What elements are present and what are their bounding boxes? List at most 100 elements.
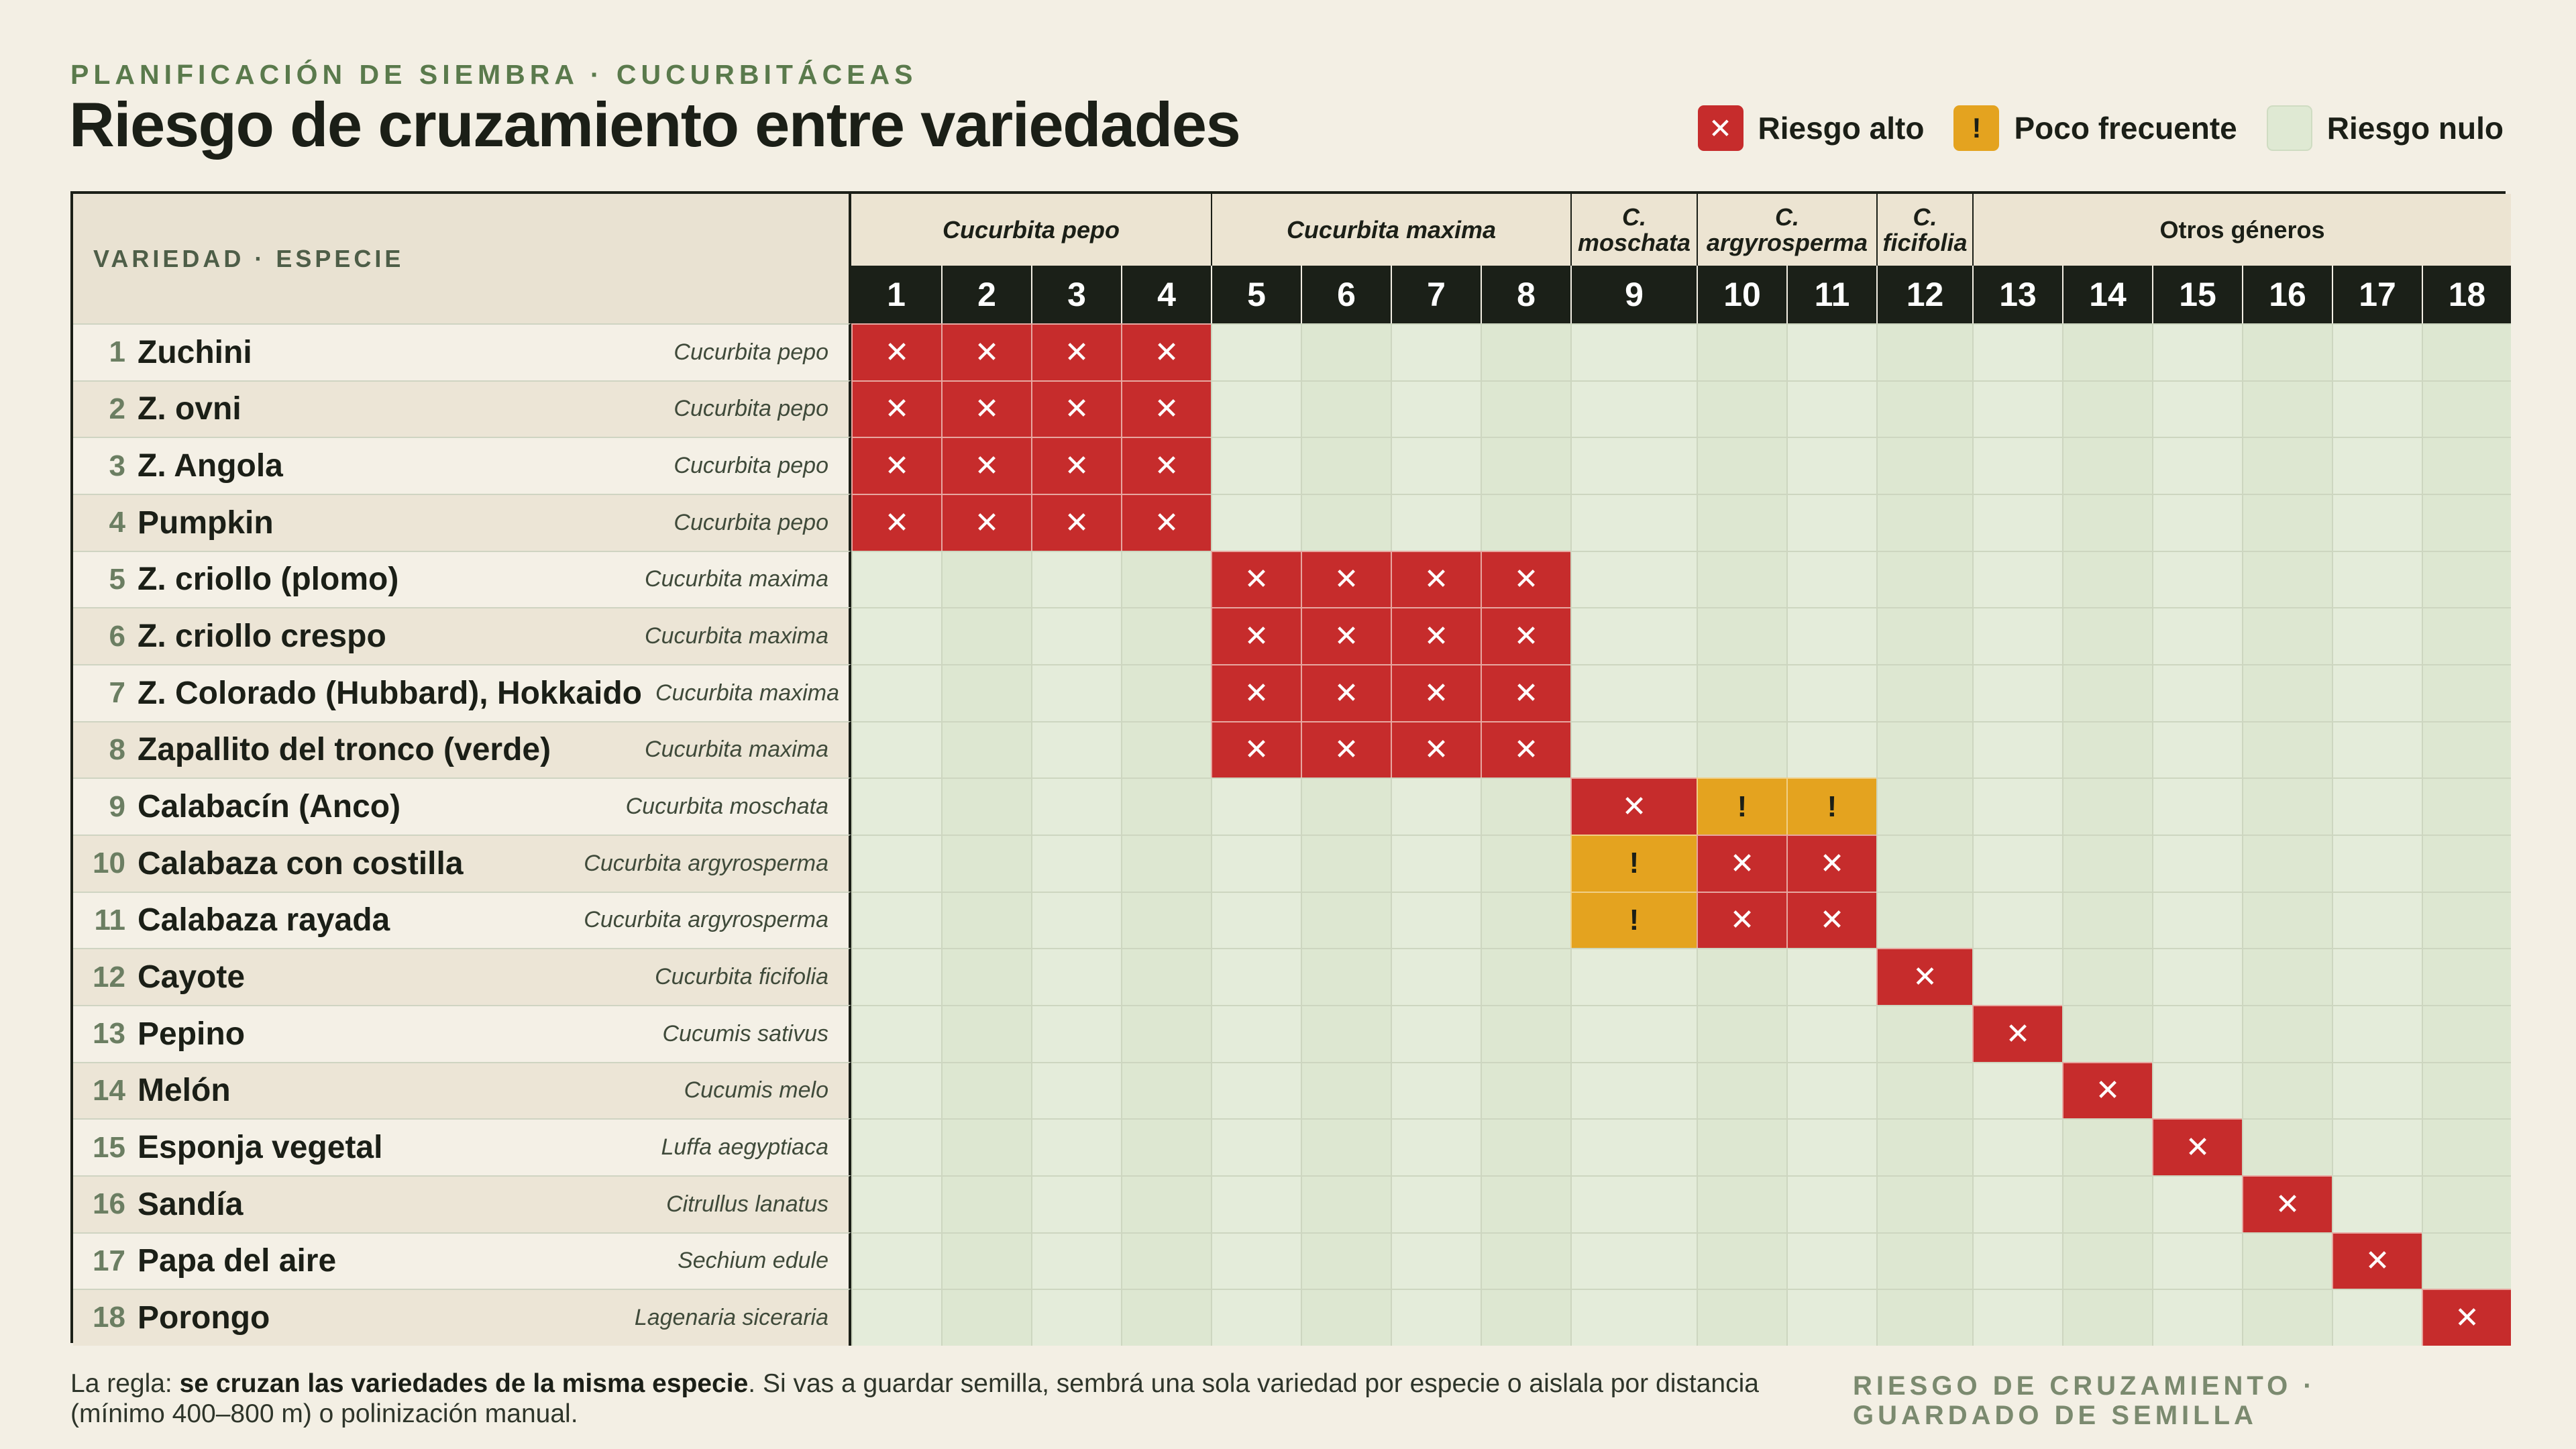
matrix-cell xyxy=(2242,493,2332,551)
matrix-cell xyxy=(2242,323,2332,380)
cross-icon: ✕ xyxy=(2152,1118,2242,1175)
matrix-cell xyxy=(1031,607,1121,664)
matrix-cell xyxy=(1972,493,2062,551)
matrix-cell xyxy=(2062,834,2152,892)
species-name: Cucumis melo xyxy=(684,1077,828,1104)
matrix-cell xyxy=(1211,1175,1301,1232)
matrix-cell xyxy=(1031,1232,1121,1289)
matrix-cell xyxy=(1301,380,1391,437)
variety-name: Calabaza con costilla xyxy=(138,845,464,881)
cross-icon: ✕ xyxy=(1211,550,1301,608)
matrix-cell xyxy=(1570,1004,1697,1062)
matrix-cell xyxy=(2332,948,2422,1005)
exclamation-icon: ! xyxy=(1570,834,1697,892)
matrix-cell xyxy=(1031,720,1121,778)
cross-icon: ✕ xyxy=(941,493,1031,551)
matrix-cell xyxy=(2242,720,2332,778)
matrix-cell xyxy=(1876,1175,1972,1232)
cross-icon: ✕ xyxy=(941,380,1031,437)
matrix-cell xyxy=(1121,1118,1211,1175)
matrix-cell xyxy=(2422,777,2511,835)
column-number: 4 xyxy=(1121,266,1211,323)
matrix-cell xyxy=(2332,323,2422,380)
table-row-label: 3 Z. Angola Cucurbita pepo xyxy=(73,437,851,494)
column-number: 7 xyxy=(1391,266,1481,323)
matrix-cell xyxy=(1972,1289,2062,1346)
legend-label: Riesgo alto xyxy=(1758,111,1925,146)
matrix-cell xyxy=(1876,607,1972,664)
species-name: Luffa aegyptiaca xyxy=(661,1134,828,1161)
matrix-cell xyxy=(2422,1118,2511,1175)
group-header: C. argyrosperma xyxy=(1697,194,1876,266)
matrix-cell xyxy=(1876,493,1972,551)
column-number: 9 xyxy=(1570,266,1697,323)
matrix-cell xyxy=(1391,1118,1481,1175)
table-row-label: 14 Melón Cucumis melo xyxy=(73,1061,851,1119)
matrix-cell xyxy=(1876,437,1972,494)
table-row-label: 6 Z. criollo crespo Cucurbita maxima xyxy=(73,607,851,664)
matrix-cell xyxy=(1121,550,1211,608)
matrix-cell xyxy=(1211,493,1301,551)
matrix-cell xyxy=(2332,1004,2422,1062)
matrix-cell xyxy=(1481,948,1570,1005)
matrix-cell xyxy=(2332,607,2422,664)
matrix-cell xyxy=(851,607,941,664)
variety-name: Sandía xyxy=(138,1186,244,1222)
matrix-cell xyxy=(1570,380,1697,437)
matrix-cell xyxy=(1786,948,1876,1005)
row-number: 17 xyxy=(93,1244,125,1277)
matrix-cell xyxy=(1786,1175,1876,1232)
matrix-cell xyxy=(2242,550,2332,608)
matrix-cell xyxy=(1972,891,2062,949)
matrix-cell xyxy=(1570,607,1697,664)
matrix-cell xyxy=(2062,948,2152,1005)
matrix-cell xyxy=(2242,834,2332,892)
matrix-cell xyxy=(1391,1061,1481,1119)
page-title: Riesgo de cruzamiento entre variedades xyxy=(69,89,1241,160)
matrix-cell xyxy=(1786,1232,1876,1289)
matrix-cell xyxy=(2152,1004,2242,1062)
matrix-cell xyxy=(1786,550,1876,608)
matrix-cell xyxy=(2422,834,2511,892)
matrix-cell xyxy=(2422,1061,2511,1119)
matrix-cell xyxy=(1031,550,1121,608)
matrix-cell xyxy=(1301,1289,1391,1346)
matrix-cell xyxy=(1481,437,1570,494)
group-header: Otros géneros xyxy=(1972,194,2511,266)
matrix-cell xyxy=(1121,948,1211,1005)
matrix-cell xyxy=(1972,834,2062,892)
matrix-cell xyxy=(1031,891,1121,949)
cross-icon: ✕ xyxy=(851,437,941,494)
matrix-cell xyxy=(941,834,1031,892)
matrix-cell xyxy=(941,1289,1031,1346)
variety-name: Porongo xyxy=(138,1299,270,1336)
variety-name: Z. Angola xyxy=(138,448,283,484)
matrix-cell xyxy=(1301,834,1391,892)
matrix-cell xyxy=(2332,1289,2422,1346)
matrix-cell xyxy=(1876,1289,1972,1346)
rule-bold: se cruzan las variedades de la misma esp… xyxy=(179,1369,749,1398)
matrix-cell xyxy=(1570,948,1697,1005)
table-row-label: 12 Cayote Cucurbita ficifolia xyxy=(73,948,851,1005)
matrix-cell xyxy=(1972,1118,2062,1175)
matrix-cell xyxy=(941,777,1031,835)
cross-icon: ✕ xyxy=(1972,1004,2062,1062)
matrix-cell xyxy=(1481,493,1570,551)
matrix-cell xyxy=(941,1175,1031,1232)
matrix-cell xyxy=(1697,1232,1786,1289)
cross-icon: ✕ xyxy=(1301,663,1391,721)
matrix-cell xyxy=(1697,550,1786,608)
matrix-cell xyxy=(1031,663,1121,721)
variety-name: Papa del aire xyxy=(138,1243,337,1279)
table-row-label: 1 Zuchini Cucurbita pepo xyxy=(73,323,851,380)
matrix-cell xyxy=(2062,720,2152,778)
species-name: Cucurbita argyrosperma xyxy=(584,907,828,933)
matrix-cell xyxy=(1876,1061,1972,1119)
cross-icon: ✕ xyxy=(1211,720,1301,778)
matrix-cell xyxy=(2152,663,2242,721)
cross-icon: ✕ xyxy=(1031,380,1121,437)
variety-name: Pumpkin xyxy=(138,504,274,541)
matrix-cell xyxy=(851,1175,941,1232)
species-name: Cucurbita maxima xyxy=(645,737,828,763)
column-number: 12 xyxy=(1876,266,1972,323)
